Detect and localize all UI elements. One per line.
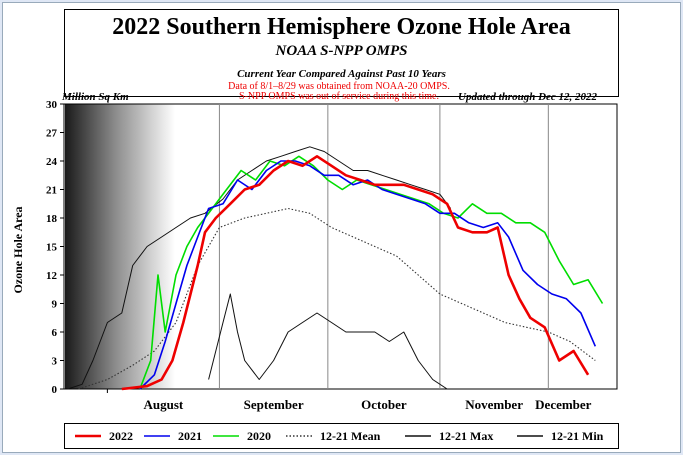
legend-item-2020: 2020 [213, 429, 271, 443]
note-line-2: S-NPP OMPS was out of service during thi… [239, 91, 439, 102]
y-tick-label: 0 [52, 384, 58, 396]
updated-label: Updated through Dec 12, 2022 [458, 91, 598, 103]
chart-title: 2022 Southern Hemisphere Ozone Hole Area [112, 14, 571, 40]
legend-svg: 2022 2021 2020 12-21 Mean 12-21 Max 12-21 Min [75, 429, 604, 443]
x-tick-label: November [465, 397, 523, 412]
legend-item-12-21-mean: 12-21 Mean [286, 429, 381, 443]
x-tick-label: October [361, 397, 407, 412]
y-tick-label: 6 [52, 327, 58, 339]
title-box: 2022 Southern Hemisphere Ozone Hole Area… [64, 9, 619, 97]
series-line-2022 [121, 155, 590, 391]
legend-label: 12-21 Min [551, 429, 604, 443]
y-tick-label: 12 [46, 270, 58, 282]
y-axis-label: Ozone Hole Area [11, 206, 25, 293]
y-tick-label: 15 [46, 242, 58, 254]
legend-label: 12-21 Mean [320, 429, 381, 443]
series-line-12-21-mean [78, 207, 596, 390]
series-line-2020 [139, 155, 604, 390]
y-tick-label: 24 [46, 156, 58, 168]
legend-label: 2020 [247, 429, 271, 443]
chart-subtitle: NOAA S-NPP OMPS [275, 43, 408, 59]
note-line-1: Data of 8/1–8/29 was obtained from NOAA-… [228, 81, 450, 92]
missing-data-shading [65, 104, 175, 389]
y-tick-label: 9 [52, 299, 58, 311]
x-tick-label: September [244, 397, 304, 412]
legend-item-12-21-max: 12-21 Max [405, 429, 493, 443]
legend-label: 2021 [178, 429, 202, 443]
chart-subtitle-2: Current Year Compared Against Past 10 Ye… [237, 68, 446, 80]
x-tick-label: August [144, 397, 184, 412]
y-tick-label: 3 [52, 356, 58, 368]
legend-label: 12-21 Max [439, 429, 493, 443]
y-tick-label: 21 [46, 185, 57, 197]
legend-item-12-21-min: 12-21 Min [517, 429, 604, 443]
series-line-2021 [139, 160, 597, 390]
y-tick-label: 18 [46, 213, 58, 225]
legend-item-2021: 2021 [144, 429, 202, 443]
units-label: Million Sq Km [62, 91, 129, 103]
y-tick-label: 30 [46, 99, 58, 111]
y-tick-label: 27 [46, 128, 58, 140]
legend-item-2022: 2022 [75, 429, 133, 443]
series-line-12-21-min [208, 293, 448, 390]
legend: 2022 2021 2020 12-21 Mean 12-21 Max 12-21 Min [64, 423, 619, 449]
legend-label: 2022 [109, 429, 133, 443]
x-tick-label: December [535, 397, 592, 412]
series-line-12-21-max [67, 146, 452, 390]
